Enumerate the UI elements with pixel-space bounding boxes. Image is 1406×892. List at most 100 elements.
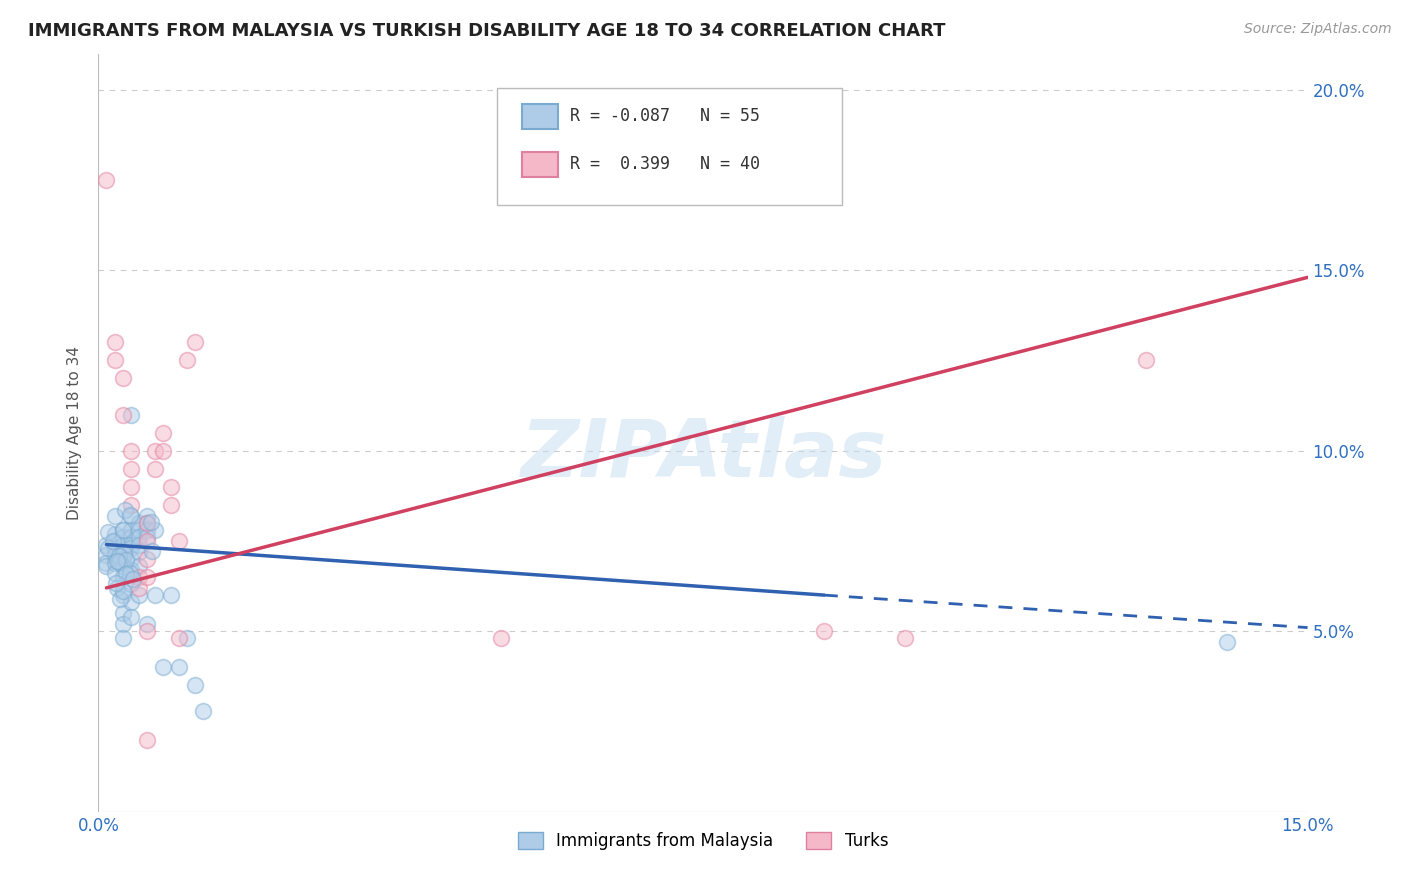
Point — [103, 541, 125, 556]
Point — [120, 552, 142, 566]
Point — [135, 617, 157, 632]
Point — [115, 553, 138, 567]
Point — [128, 545, 150, 559]
Text: Source: ZipAtlas.com: Source: ZipAtlas.com — [1244, 22, 1392, 37]
Point — [120, 537, 142, 551]
Point — [152, 425, 174, 440]
Point — [112, 523, 135, 537]
Point — [141, 516, 163, 530]
Point — [135, 533, 157, 548]
Point — [167, 660, 190, 674]
Point — [105, 554, 128, 568]
Point — [152, 660, 174, 674]
Point — [96, 559, 118, 574]
Point — [813, 624, 835, 639]
Point — [167, 632, 190, 646]
FancyBboxPatch shape — [498, 87, 842, 205]
Point — [105, 581, 128, 595]
Point — [103, 549, 125, 563]
Point — [114, 503, 136, 517]
Point — [111, 530, 134, 544]
Point — [111, 588, 134, 602]
Point — [101, 533, 124, 548]
Point — [128, 516, 150, 530]
Point — [111, 371, 134, 385]
Point — [141, 544, 163, 558]
Point — [111, 552, 134, 566]
Point — [120, 595, 142, 609]
Text: R = -0.087   N = 55: R = -0.087 N = 55 — [569, 107, 761, 126]
Point — [120, 508, 142, 523]
Point — [111, 584, 134, 599]
Point — [1135, 353, 1157, 368]
Point — [112, 547, 135, 561]
Point — [176, 353, 198, 368]
Point — [103, 556, 125, 570]
Y-axis label: Disability Age 18 to 34: Disability Age 18 to 34 — [67, 345, 83, 520]
Point — [120, 498, 142, 512]
Point — [160, 480, 183, 494]
Point — [103, 353, 125, 368]
Text: ZIPAtlas: ZIPAtlas — [520, 417, 886, 494]
Point — [120, 563, 142, 577]
Point — [103, 335, 125, 350]
Point — [121, 572, 143, 586]
Point — [491, 632, 513, 646]
Point — [135, 516, 157, 530]
Point — [128, 570, 150, 584]
Point — [128, 537, 150, 551]
Point — [120, 508, 142, 522]
Point — [120, 541, 142, 556]
Point — [111, 523, 134, 537]
Point — [96, 549, 118, 563]
Text: IMMIGRANTS FROM MALAYSIA VS TURKISH DISABILITY AGE 18 TO 34 CORRELATION CHART: IMMIGRANTS FROM MALAYSIA VS TURKISH DISA… — [28, 22, 946, 40]
Point — [120, 443, 142, 458]
Point — [160, 588, 183, 602]
Point — [118, 566, 141, 580]
Point — [111, 606, 134, 620]
Point — [96, 537, 118, 551]
Point — [103, 533, 125, 548]
Point — [120, 523, 142, 537]
Point — [135, 508, 157, 523]
Point — [135, 516, 157, 530]
Point — [97, 541, 120, 555]
Point — [103, 526, 125, 541]
Point — [111, 545, 134, 559]
Point — [135, 624, 157, 639]
Point — [120, 480, 142, 494]
Point — [96, 173, 118, 187]
Point — [152, 443, 174, 458]
Point — [176, 632, 198, 646]
Point — [115, 566, 138, 581]
Point — [111, 408, 134, 422]
Point — [107, 549, 129, 564]
Point — [143, 443, 166, 458]
Point — [1216, 635, 1239, 649]
Point — [135, 570, 157, 584]
Point — [143, 588, 166, 602]
Point — [97, 524, 120, 539]
Point — [111, 617, 134, 632]
Point — [103, 508, 125, 523]
Point — [120, 577, 142, 591]
Point — [135, 552, 157, 566]
Text: R =  0.399   N = 40: R = 0.399 N = 40 — [569, 155, 761, 173]
Point — [143, 523, 166, 537]
Point — [143, 461, 166, 475]
FancyBboxPatch shape — [522, 104, 558, 129]
Point — [104, 576, 127, 591]
Point — [103, 566, 125, 581]
Point — [108, 591, 131, 606]
Point — [893, 632, 915, 646]
Point — [111, 570, 134, 584]
FancyBboxPatch shape — [522, 153, 558, 178]
Point — [135, 523, 157, 537]
Point — [128, 530, 150, 544]
Point — [128, 588, 150, 602]
Legend: Immigrants from Malaysia, Turks: Immigrants from Malaysia, Turks — [510, 825, 896, 856]
Point — [128, 559, 150, 574]
Point — [120, 609, 142, 624]
Point — [120, 408, 142, 422]
Point — [184, 335, 207, 350]
